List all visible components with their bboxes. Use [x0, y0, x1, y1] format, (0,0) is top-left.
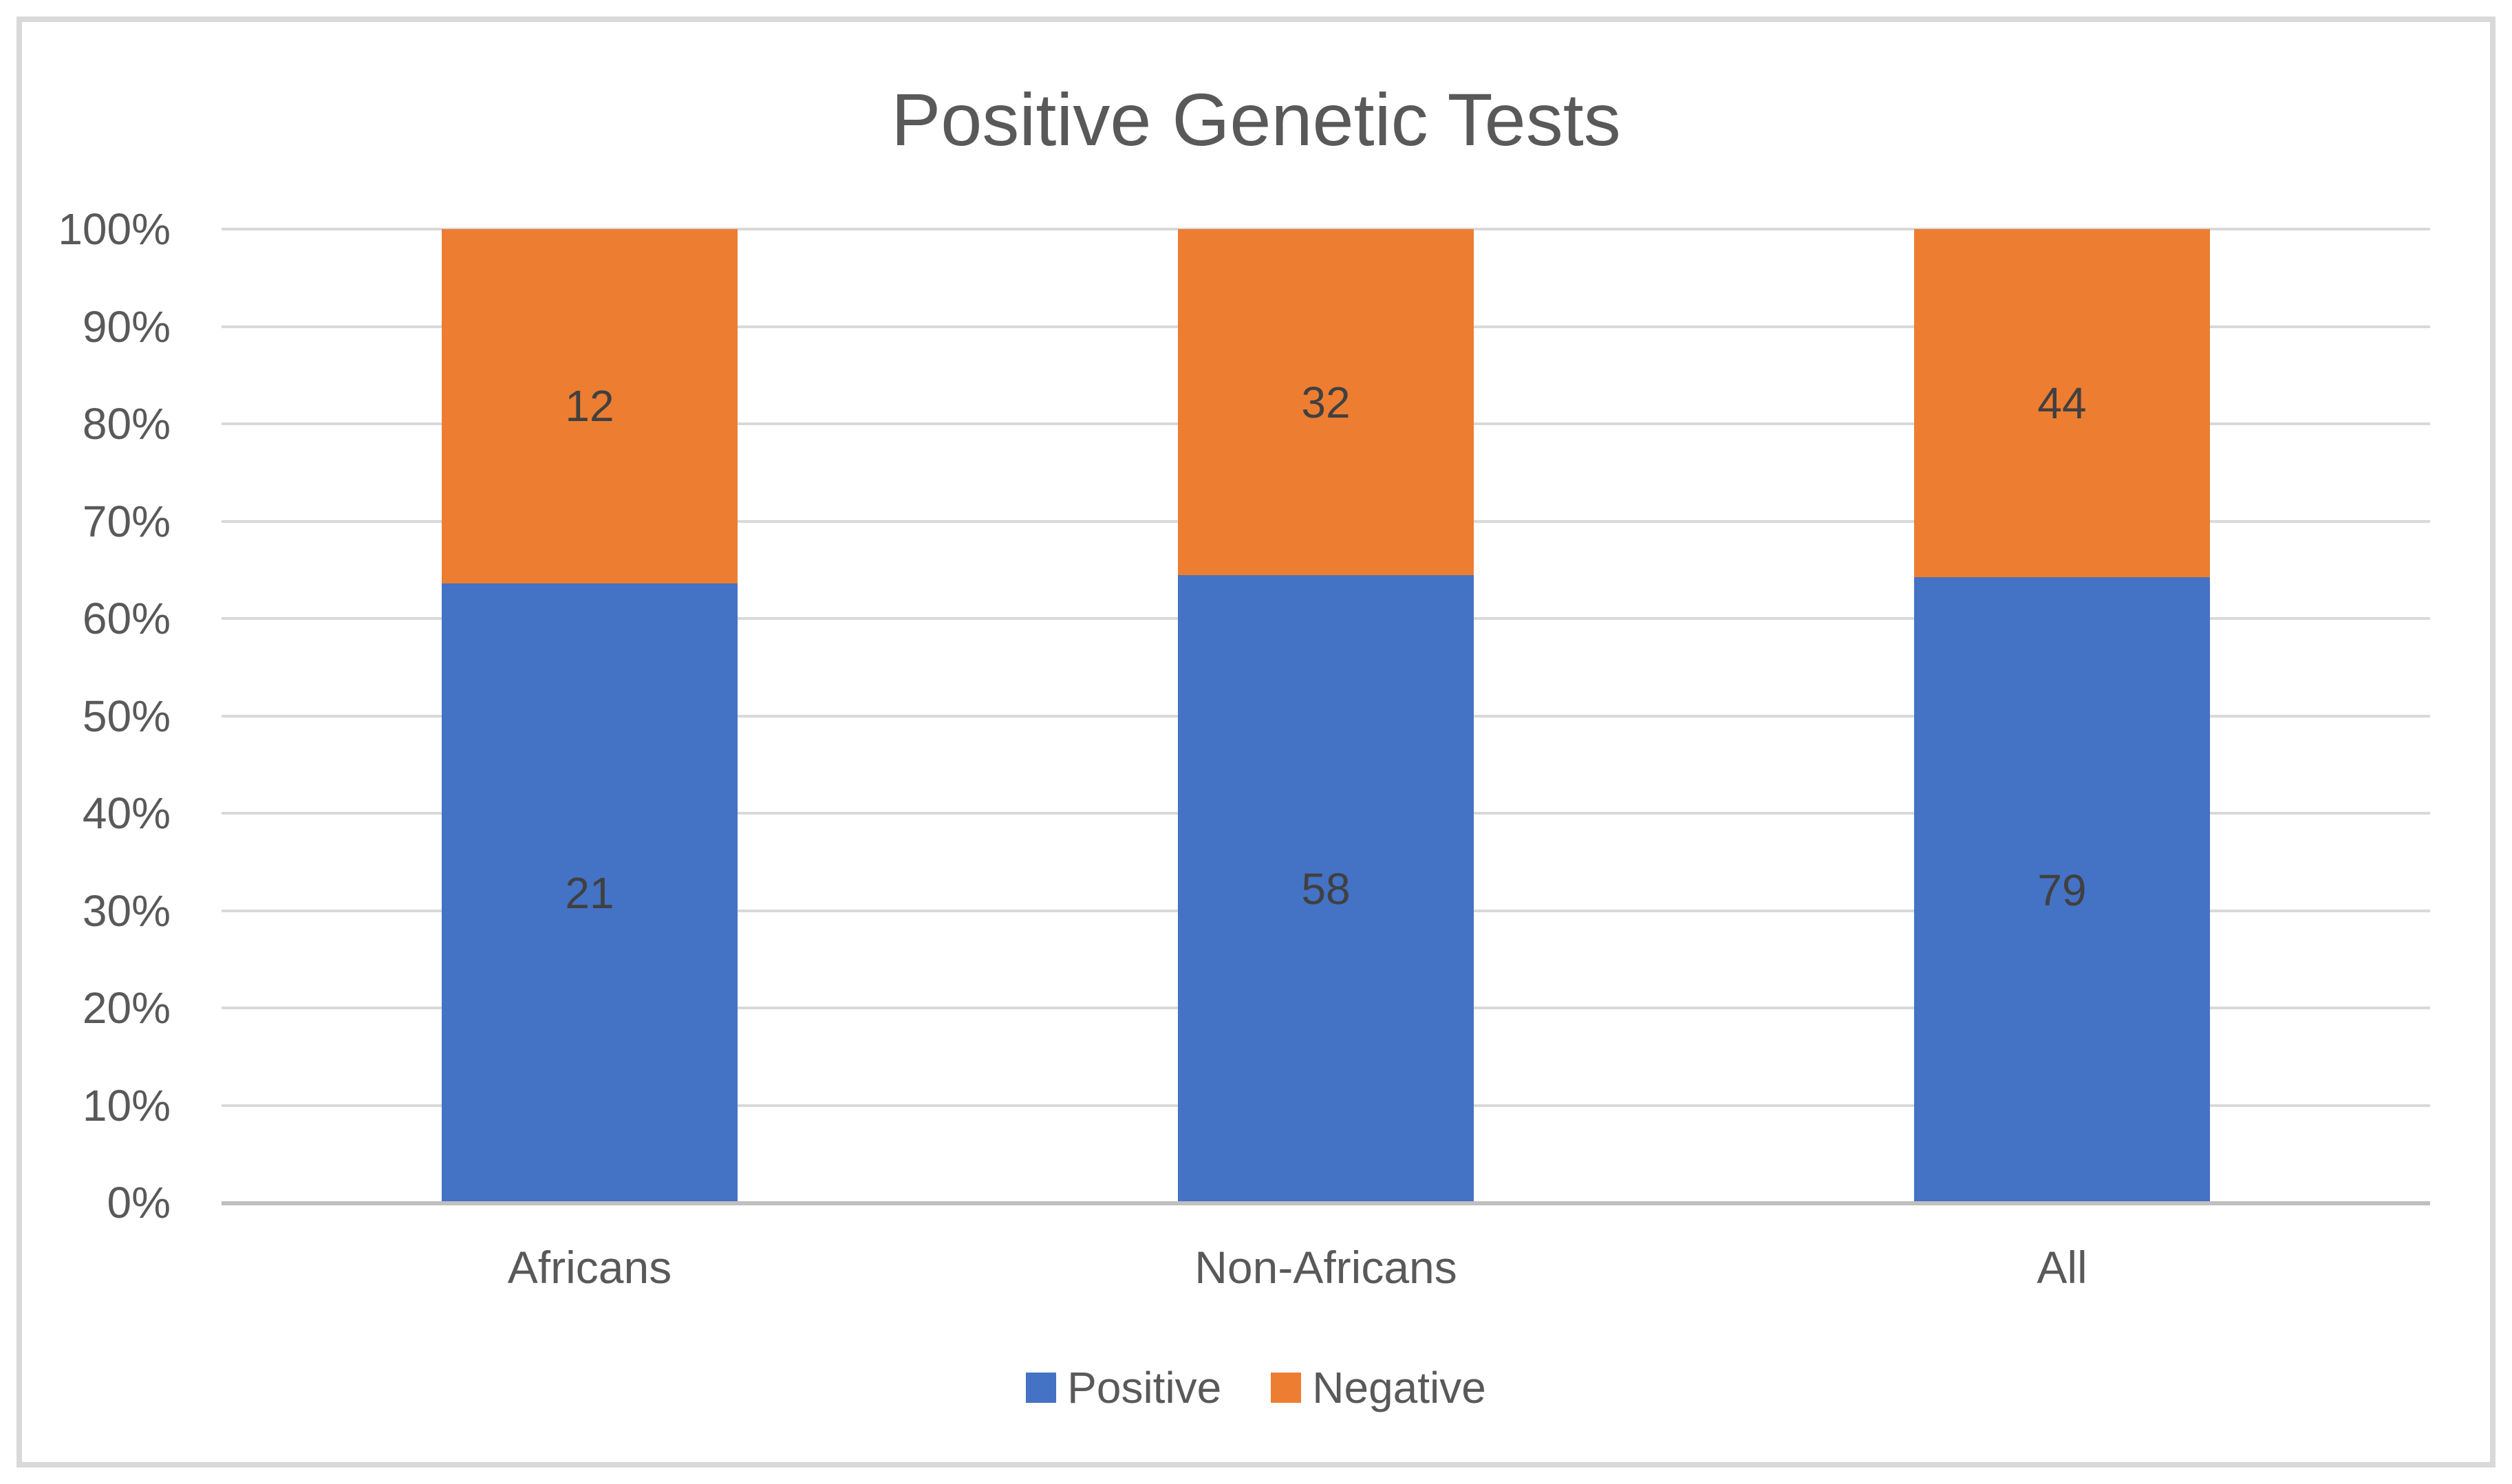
y-axis-tick-label: 60%	[82, 594, 171, 643]
bar-segment-negative-non-africans	[1178, 229, 1474, 576]
bar-data-label: 79	[2037, 865, 2087, 915]
x-axis-category-label: Africans	[507, 1242, 672, 1293]
legend: Positive Negative	[0, 1360, 2512, 1415]
y-axis-tick-label: 100%	[58, 204, 171, 254]
x-axis-category-label: All	[2037, 1242, 2087, 1293]
bar-segment-positive-all	[1914, 577, 2210, 1203]
x-axis-category-label: Non-Africans	[1194, 1242, 1457, 1293]
bar-segment-positive-non-africans	[1178, 575, 1474, 1203]
bar-segment-positive-africans	[442, 583, 738, 1203]
y-axis-tick-label: 40%	[82, 788, 171, 838]
y-axis-tick-label: 50%	[82, 691, 171, 741]
y-axis-tick-label: 70%	[82, 496, 171, 546]
y-axis-tick-label: 20%	[82, 983, 171, 1033]
chart-title: Positive Genetic Tests	[891, 78, 1621, 161]
bar-data-label: 44	[2037, 378, 2087, 429]
legend-label: Negative	[1312, 1363, 1486, 1412]
x-axis-line	[222, 1201, 2430, 1205]
legend-item-negative: Negative	[1271, 1366, 1486, 1410]
bar-segment-negative-all	[1914, 229, 2210, 578]
y-axis-tick-label: 0%	[107, 1178, 171, 1227]
legend-item-positive: Positive	[1026, 1366, 1221, 1410]
bar-data-label: 21	[565, 868, 614, 918]
y-axis-tick-label: 90%	[82, 301, 171, 352]
bar-data-label: 58	[1301, 864, 1351, 914]
legend-swatch-positive-icon	[1026, 1373, 1057, 1403]
y-axis-tick-label: 80%	[82, 399, 171, 449]
legend-swatch-negative-icon	[1271, 1373, 1302, 1403]
y-axis-tick-label: 10%	[82, 1080, 171, 1130]
bar-segment-negative-africans	[442, 229, 738, 583]
y-axis-tick-label: 30%	[82, 885, 171, 936]
legend-label: Positive	[1067, 1363, 1222, 1412]
bar-data-label: 32	[1301, 377, 1351, 427]
bar-data-label: 12	[565, 381, 614, 431]
